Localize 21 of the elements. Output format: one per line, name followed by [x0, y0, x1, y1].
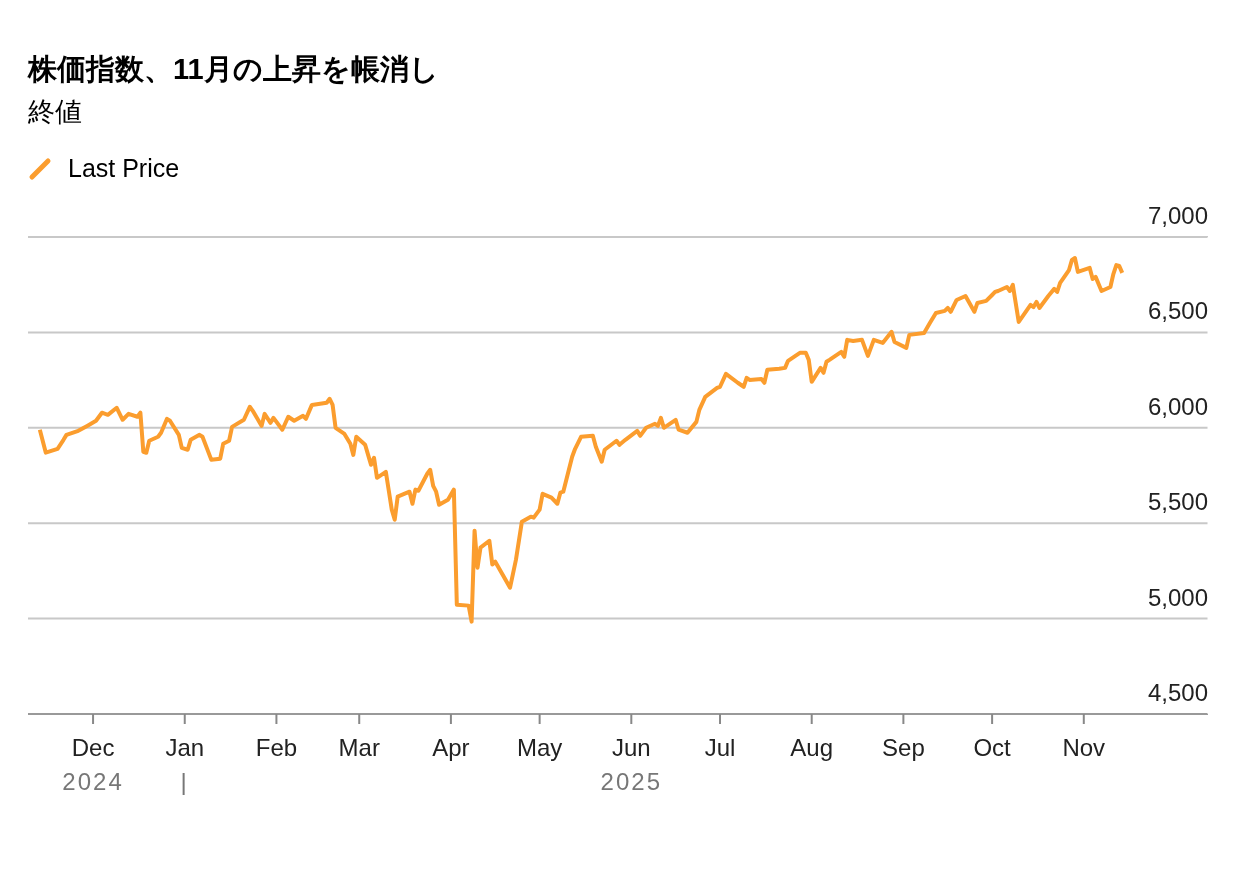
y-tick-label: 7,000: [1147, 202, 1208, 229]
chart-title: 株価指数、11月の上昇を帳消し: [28, 52, 439, 87]
x-tick-label: Apr: [432, 734, 470, 761]
x-tick-label: Sep: [882, 734, 925, 761]
legend-label: Last Price: [68, 154, 180, 183]
x-tick-label: Nov: [1062, 734, 1106, 761]
x-tick-label: Aug: [790, 734, 834, 761]
x-tick-label: May: [516, 734, 563, 761]
y-tick-label: 5,000: [1147, 583, 1208, 611]
x-tick-label: Feb: [255, 734, 298, 761]
x-tick-label: Jun 2025: [600, 734, 662, 795]
chart-subtitle: 終値: [28, 96, 82, 129]
y-tick-label: 4,500: [1147, 679, 1208, 706]
y-tick-label: 5,500: [1147, 488, 1208, 516]
x-tick-label: Jan |: [165, 734, 205, 795]
y-tick-label: 6,000: [1147, 392, 1208, 420]
x-tick-label: Jul: [704, 734, 736, 761]
x-tick-label: Dec 2024: [62, 734, 124, 795]
y-tick-label: 6,500: [1147, 297, 1208, 325]
x-tick-label: Mar: [338, 734, 380, 761]
x-tick-label: Oct: [973, 734, 1012, 761]
